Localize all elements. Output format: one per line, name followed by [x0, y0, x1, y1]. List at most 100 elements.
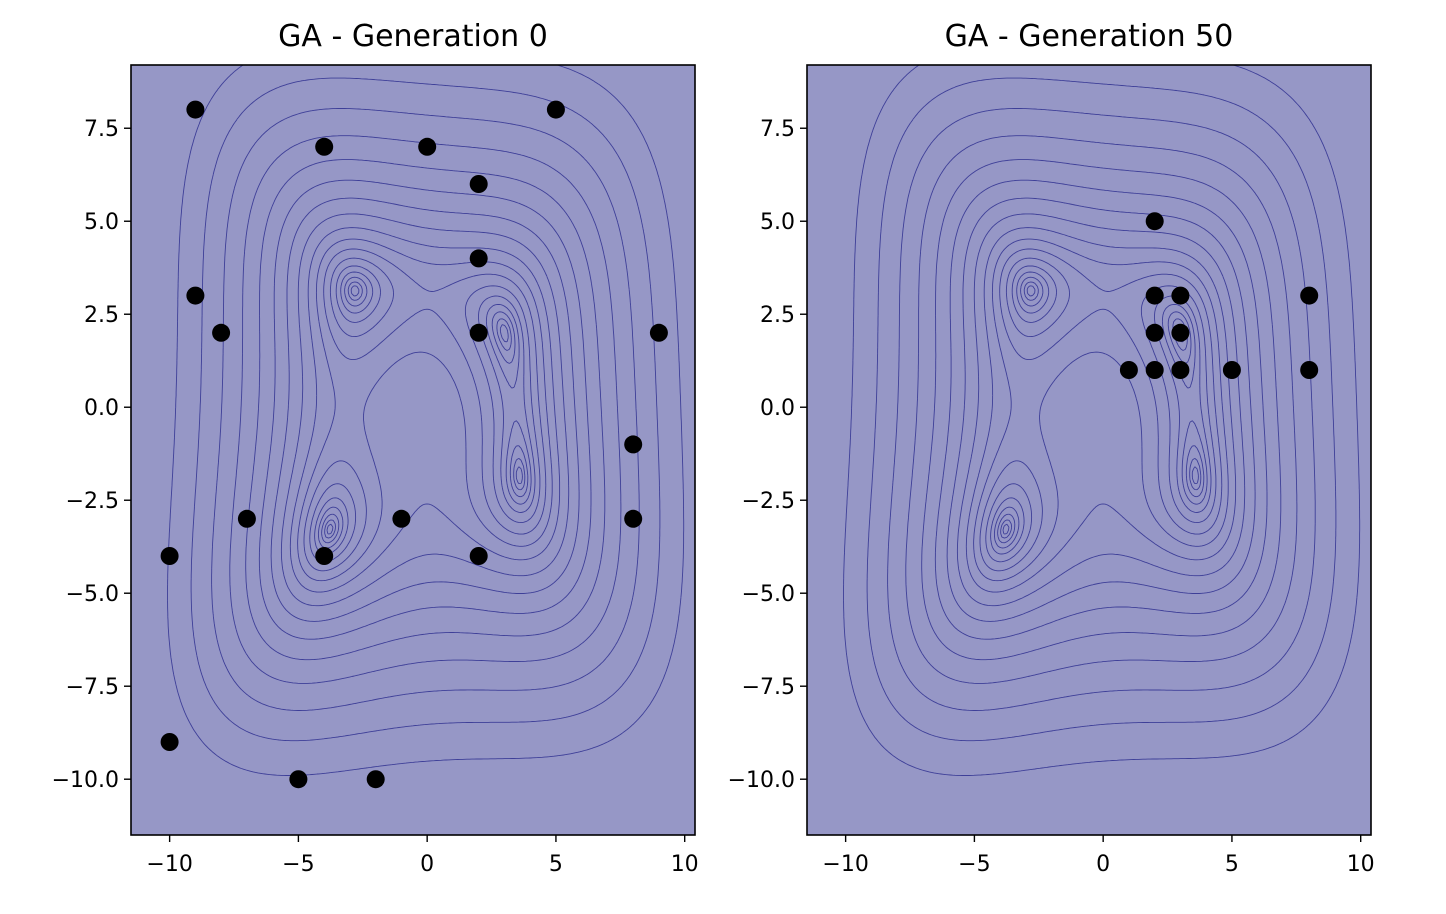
contour-line — [997, 276, 1205, 544]
subplot-title: GA - Generation 50 — [945, 19, 1234, 54]
contour-line — [289, 227, 561, 593]
data-point — [160, 733, 179, 751]
x-tick-label: −10 — [146, 852, 192, 877]
x-tick-label: 0 — [1096, 852, 1110, 877]
contour-line — [317, 271, 532, 549]
y-axis: −10.0 −7.5 −5.0 −2.5 0.0 2.5 5.0 7.5 — [52, 117, 131, 793]
contour-lines — [843, 65, 1361, 776]
contour-line — [303, 248, 547, 572]
data-point — [1145, 286, 1164, 305]
y-tick-label: −2.5 — [742, 489, 795, 514]
contour-line — [321, 276, 529, 544]
contour-line — [990, 265, 1212, 555]
data-point — [212, 323, 231, 342]
y-tick-label: 0.0 — [84, 396, 119, 421]
contour-line — [921, 159, 1282, 661]
y-tick-label: −7.5 — [742, 675, 795, 700]
data-point — [1145, 361, 1164, 379]
contour-line — [324, 281, 526, 539]
plot-area — [131, 65, 695, 835]
y-tick-label: 5.0 — [84, 210, 119, 235]
y-tick-label: −7.5 — [66, 675, 119, 700]
data-point — [315, 137, 334, 156]
x-tick-label: 5 — [549, 852, 563, 877]
y-tick-label: 2.5 — [84, 303, 119, 328]
x-tick-label: −10 — [822, 852, 868, 877]
contour-line — [270, 197, 580, 622]
data-point — [1300, 361, 1319, 379]
plot-frame — [806, 64, 1372, 836]
y-tick-label: −2.5 — [66, 489, 119, 514]
subplot-generation-0: GA - Generation 0 −10 −5 0 5 10 −10.0 −7.5 −5.… — [52, 19, 699, 877]
y-tick-label: −10.0 — [728, 768, 795, 793]
data-points — [1119, 212, 1319, 379]
contour-line — [190, 77, 661, 742]
contour-line — [843, 65, 1361, 776]
data-point — [160, 547, 179, 565]
x-tick-label: −5 — [958, 852, 990, 877]
data-point — [418, 137, 437, 156]
data-point — [289, 770, 308, 789]
contour-line — [211, 108, 640, 711]
contour-line — [866, 77, 1337, 742]
data-point — [1171, 286, 1190, 305]
contour-line — [326, 285, 523, 535]
data-point — [186, 286, 205, 305]
y-tick-label: 7.5 — [84, 117, 119, 142]
x-tick-label: −5 — [282, 852, 314, 877]
data-point — [366, 770, 385, 789]
data-point — [1119, 361, 1138, 379]
y-tick-label: −5.0 — [742, 582, 795, 607]
data-point — [624, 509, 643, 528]
contour-line — [905, 135, 1298, 684]
data-point — [469, 249, 488, 268]
data-point — [1300, 286, 1319, 305]
y-axis: −10.0 −7.5 −5.0 −2.5 0.0 2.5 5.0 7.5 — [728, 117, 807, 793]
contour-line — [946, 197, 1256, 622]
x-tick-label: 0 — [420, 852, 434, 877]
contour-line — [965, 227, 1237, 593]
plot-area — [807, 65, 1371, 835]
contour-line — [993, 271, 1208, 549]
data-point — [392, 509, 411, 528]
data-point — [1145, 323, 1164, 342]
data-point — [649, 323, 668, 342]
contour-line — [280, 213, 570, 607]
subplot-title: GA - Generation 0 — [278, 19, 548, 54]
data-point — [186, 100, 205, 119]
x-tick-label: 10 — [1347, 852, 1375, 877]
contour-line — [887, 108, 1316, 711]
contour-line — [258, 179, 592, 640]
data-point — [469, 323, 488, 342]
data-points — [160, 100, 668, 789]
contour-line — [973, 238, 1229, 582]
contour-line — [985, 257, 1217, 563]
data-point — [624, 435, 643, 454]
contour-line — [245, 159, 606, 661]
contour-line — [934, 179, 1268, 640]
data-point — [546, 100, 565, 119]
y-tick-label: 2.5 — [760, 303, 795, 328]
y-tick-label: −5.0 — [66, 582, 119, 607]
contour-line — [229, 135, 622, 684]
y-tick-label: 5.0 — [760, 210, 795, 235]
contour-line — [956, 213, 1246, 607]
data-point — [1171, 323, 1190, 342]
y-tick-label: −10.0 — [52, 768, 119, 793]
x-axis: −10 −5 0 5 10 — [822, 835, 1375, 877]
contour-line — [167, 65, 685, 776]
subplot-generation-50: GA - Generation 50 −10 −5 0 5 10 −10.0 −7.5 −5… — [728, 19, 1375, 877]
data-point — [315, 547, 334, 565]
data-point — [1222, 361, 1241, 379]
contour-line — [979, 248, 1223, 572]
data-point — [1171, 361, 1190, 379]
data-point — [237, 509, 256, 528]
y-tick-label: 7.5 — [760, 117, 795, 142]
contour-lines — [167, 65, 685, 776]
y-tick-label: 0.0 — [760, 396, 795, 421]
data-point — [469, 547, 488, 565]
plot-frame — [130, 64, 696, 836]
x-tick-label: 5 — [1225, 852, 1239, 877]
x-axis: −10 −5 0 5 10 — [146, 835, 699, 877]
